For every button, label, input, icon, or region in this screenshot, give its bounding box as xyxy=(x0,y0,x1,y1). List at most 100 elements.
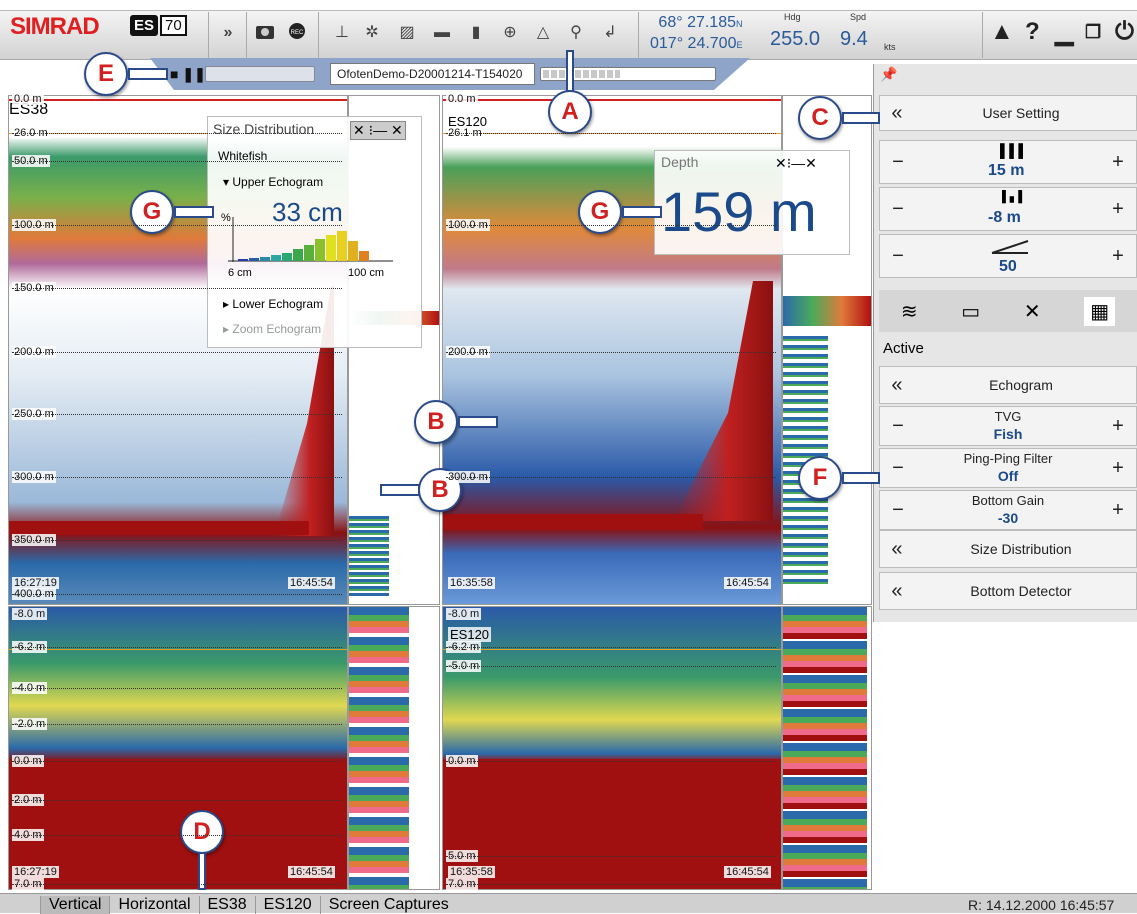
gain-plus-button[interactable]: + xyxy=(1112,245,1124,267)
size-bar xyxy=(282,253,292,261)
echogram-es120[interactable]: ES120 xyxy=(442,95,782,605)
separator xyxy=(246,12,247,58)
active-heading: Active xyxy=(883,340,924,357)
es38-gridline xyxy=(12,594,342,595)
tvg-plus-button[interactable]: + xyxy=(1112,415,1124,437)
echogram-button[interactable]: « Echogram xyxy=(879,366,1137,404)
restore-icon[interactable]: ❐ xyxy=(1085,22,1102,42)
help-icon[interactable]: ? xyxy=(1025,18,1040,45)
zoom38-depth-label: -8.0 m xyxy=(12,608,48,620)
panel-tools-icon[interactable]: ✕⁝—✕ xyxy=(775,155,817,171)
zoom38-gridline xyxy=(12,800,342,801)
histogram-icon[interactable]: ▮ xyxy=(471,24,481,41)
tab-transducer-icon[interactable]: ≋ xyxy=(900,300,918,323)
gain-minus-button[interactable]: − xyxy=(892,245,904,267)
separator xyxy=(318,12,319,58)
target-icon[interactable]: ⊕ xyxy=(503,24,517,41)
es120-gridline xyxy=(446,133,776,134)
replay-file-name[interactable]: OfotenDemo-D20001214-T154020 xyxy=(330,63,535,85)
palette-icon[interactable]: ▬ xyxy=(434,24,450,41)
camera-icon[interactable] xyxy=(255,22,275,44)
record-icon[interactable]: REC xyxy=(287,22,307,44)
start-plus-button[interactable]: + xyxy=(1112,198,1124,220)
svg-text:REC: REC xyxy=(291,30,304,36)
zoom-icon[interactable]: ⚲ xyxy=(570,24,582,41)
histogram-bars xyxy=(349,516,389,596)
bottom-gain-control[interactable]: − Bottom Gain -30 + xyxy=(879,490,1137,530)
replay-controls[interactable]: ■ ❚❚ xyxy=(170,66,206,82)
range-minus-button[interactable]: − xyxy=(892,151,904,173)
navigation-icon[interactable]: △ xyxy=(536,24,550,41)
tab-setup-icon[interactable]: ✕ xyxy=(1023,300,1041,323)
tvg-control[interactable]: − TVG Fish + xyxy=(879,406,1137,446)
start-control[interactable]: − ▌▖▌ -8 m + xyxy=(879,187,1137,231)
separator xyxy=(982,12,983,58)
size-bar xyxy=(326,235,336,261)
ping-filter-label: Ping-Ping Filter xyxy=(963,451,1053,466)
size-distribution-button[interactable]: « Size Distribution xyxy=(879,530,1137,568)
lat-dir: N xyxy=(736,19,743,29)
echogram-label: Echogram xyxy=(989,377,1053,393)
size-bar xyxy=(315,239,325,261)
power-icon[interactable]: ⏻ xyxy=(1115,18,1134,45)
es120-gridline xyxy=(446,225,776,226)
upper-echogram-toggle[interactable]: ▾ Upper Echogram xyxy=(223,175,324,189)
start-minus-button[interactable]: − xyxy=(892,198,904,220)
double-chevron-icon[interactable]: » xyxy=(223,24,233,41)
ping-filter-minus-button[interactable]: − xyxy=(892,457,904,479)
zoom120-gridline xyxy=(446,884,776,885)
surface-line xyxy=(9,99,347,101)
depth-title: Depth xyxy=(661,154,699,170)
bottom-echo xyxy=(673,281,773,521)
tab-display-icon[interactable]: ▭ xyxy=(961,300,981,323)
expand-icon: « xyxy=(891,373,903,396)
depth-panel[interactable]: Depth ✕⁝—✕ 159 m xyxy=(654,150,850,255)
time-label: 16:27:19 xyxy=(12,866,59,878)
bottom-detector-button[interactable]: « Bottom Detector xyxy=(879,572,1137,610)
gradient-icon[interactable]: ▨ xyxy=(399,24,415,41)
size-distribution-panel[interactable]: Size Distribution ✕ ⁝— ✕ Whitefish ▾ Upp… xyxy=(207,116,422,348)
size-bar xyxy=(260,257,270,261)
bottom-gain-minus-button[interactable]: − xyxy=(892,499,904,521)
minimize-icon[interactable]: ▁ xyxy=(1055,19,1074,46)
zoom120-gridline xyxy=(446,856,776,857)
transducer-icon[interactable]: ⊥ xyxy=(335,24,349,41)
colour-scale-icon[interactable]: ✲ xyxy=(365,24,379,41)
size-bar xyxy=(337,231,347,261)
pin-icon[interactable]: 📌 xyxy=(880,66,898,82)
zoom-echogram-es120[interactable]: ES120 xyxy=(442,606,782,890)
size-distribution-label: Size Distribution xyxy=(970,541,1072,557)
back-arrow-icon[interactable]: ↲ xyxy=(603,24,617,41)
tvg-minus-button[interactable]: − xyxy=(892,415,904,437)
gain-control[interactable]: − 50 + xyxy=(879,234,1137,278)
tab-es120[interactable]: ES120 xyxy=(254,896,320,914)
bottom-gain-plus-button[interactable]: + xyxy=(1112,499,1124,521)
tab-vertical[interactable]: Vertical xyxy=(40,896,110,914)
replay-speed-slider[interactable] xyxy=(205,66,315,82)
bottom-gain-value: -30 xyxy=(997,510,1019,526)
user-setting-button[interactable]: « User Setting xyxy=(879,95,1137,131)
separator xyxy=(208,12,209,58)
warning-icon[interactable]: ▲ xyxy=(990,18,1014,45)
species-label: Whitefish xyxy=(218,149,268,163)
tab-horizontal[interactable]: Horizontal xyxy=(109,896,198,914)
ping-filter-plus-button[interactable]: + xyxy=(1112,457,1124,479)
tvg-label: TVG xyxy=(994,409,1022,424)
upper-echogram-label: Upper Echogram xyxy=(232,175,324,189)
range-control[interactable]: − ▌▌▌ 15 m + xyxy=(879,140,1137,184)
range-plus-button[interactable]: + xyxy=(1112,151,1124,173)
tab-es38[interactable]: ES38 xyxy=(198,896,255,914)
es120-depth-label: 0.0 m xyxy=(446,93,478,105)
lower-echogram-toggle[interactable]: ▸ Lower Echogram xyxy=(223,297,324,311)
depth-value: 159 m xyxy=(661,180,817,243)
callout-g2: G xyxy=(578,190,622,234)
zoom-echogram-es38[interactable] xyxy=(8,606,348,890)
tab-screen-captures[interactable]: Screen Captures xyxy=(319,896,457,914)
zoom38-gridline xyxy=(12,761,342,762)
ping-filter-control[interactable]: − Ping-Ping Filter Off + xyxy=(879,448,1137,488)
surface-line xyxy=(443,99,781,101)
time-label: 16:45:54 xyxy=(288,577,335,589)
tab-active-icon[interactable]: ▦ xyxy=(1084,296,1116,326)
zoom-echogram-toggle[interactable]: ▸ Zoom Echogram xyxy=(223,322,322,336)
panel-tools-icon[interactable]: ✕ ⁝— ✕ xyxy=(350,121,406,140)
